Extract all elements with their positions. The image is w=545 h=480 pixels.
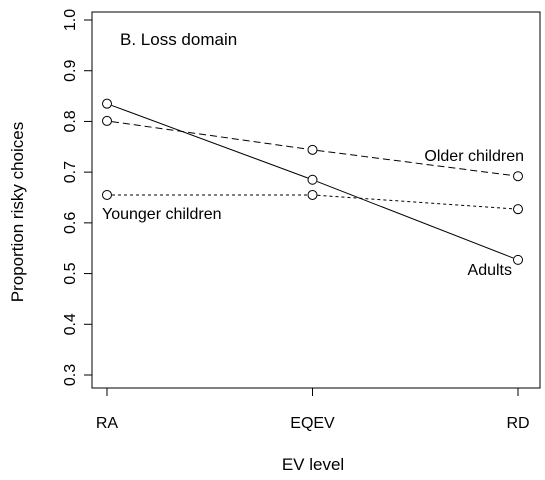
series-line-older-children (111, 121, 308, 150)
x-tick-label: RD (506, 415, 529, 432)
y-tick-label: 0.5 (62, 262, 79, 284)
data-point-younger-children-eqev (307, 189, 318, 200)
y-tick-label: 0.3 (62, 364, 79, 386)
x-axis-title: EV level (282, 455, 344, 474)
data-point-adults-rd (513, 254, 523, 265)
data-point-younger-children-rd (513, 204, 523, 215)
data-point-older-children-rd (513, 171, 523, 182)
data-point-adults-eqev (307, 174, 318, 185)
y-axis-title: Proportion risky choices (8, 122, 27, 302)
data-point-younger-children-ra (102, 189, 112, 200)
series-line-adults (111, 104, 308, 179)
x-axis: RA EQEV RD (96, 387, 530, 432)
x-tick-label: RA (96, 415, 119, 432)
series-line-adults (316, 181, 514, 259)
plot-frame (91, 11, 541, 389)
data-point-adults-ra (102, 98, 112, 109)
series-label-older-children: Older children (424, 148, 524, 165)
x-tick-label: EQEV (290, 415, 335, 432)
y-tick-label: 0.4 (62, 313, 79, 335)
y-tick-label: 0.6 (62, 212, 79, 234)
series-line-younger-children (317, 194, 514, 210)
series-points (102, 98, 523, 265)
y-tick-label: 0.7 (62, 161, 79, 183)
series-label-adults: Adults (468, 262, 512, 279)
y-tick-label: 1.0 (62, 9, 79, 31)
series-lines (111, 104, 514, 259)
y-tick-label: 0.9 (62, 59, 79, 81)
y-tick-label: 0.8 (62, 110, 79, 132)
y-axis: 0.3 0.4 0.5 0.6 0.7 0.8 0.9 1.0 (62, 9, 93, 386)
series-label-younger-children: Younger children (102, 206, 222, 223)
data-point-older-children-eqev (307, 144, 318, 155)
data-point-older-children-ra (102, 115, 112, 126)
chart-title: B. Loss domain (120, 30, 237, 49)
